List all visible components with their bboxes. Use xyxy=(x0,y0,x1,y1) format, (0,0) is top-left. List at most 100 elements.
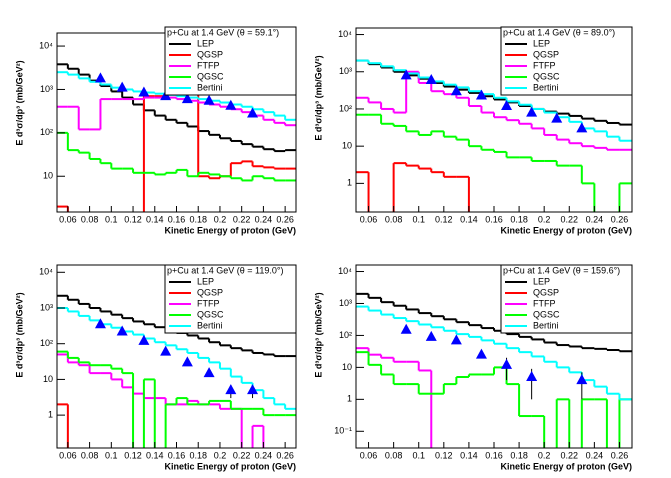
x-tick-label: 0.12 xyxy=(435,214,453,224)
data-point xyxy=(94,72,106,83)
data-point xyxy=(181,93,193,104)
legend-label: QGSC xyxy=(197,309,224,319)
x-tick-label: 0.16 xyxy=(485,450,503,460)
y-tick-label: 10² xyxy=(339,330,352,340)
y-tick-label: 10 xyxy=(342,362,352,372)
legend-label: QGSC xyxy=(533,71,560,81)
data-point xyxy=(425,330,437,341)
legend-box xyxy=(164,264,297,334)
legend-title: p+Cu at 1.4 GeV (θ = 159.6°) xyxy=(503,265,620,275)
legend-label: QGSP xyxy=(533,287,559,297)
data-point xyxy=(501,100,513,111)
x-tick-label: 0.12 xyxy=(124,214,142,224)
legend-title: p+Cu at 1.4 GeV (θ = 119.0°) xyxy=(167,265,284,275)
x-tick-label: 0.06 xyxy=(360,214,378,224)
data-point xyxy=(181,356,193,367)
legend-label: QGSP xyxy=(197,49,223,59)
y-tick-label: 1 xyxy=(347,178,352,188)
plot-area xyxy=(356,292,632,448)
legend: p+Cu at 1.4 GeV (θ = 59.1°)LEPQGSPFTFPQG… xyxy=(164,26,297,96)
x-tick-label: 0.08 xyxy=(81,450,99,460)
legend-label: Bertini xyxy=(197,82,223,92)
legend-label: Bertini xyxy=(533,82,559,92)
y-tick-label: 10³ xyxy=(40,84,53,94)
data-point xyxy=(116,81,128,92)
x-tick-label: 0.08 xyxy=(81,214,99,224)
data-point xyxy=(400,69,412,80)
x-tick-label: 0.22 xyxy=(233,450,251,460)
data-point xyxy=(203,367,215,378)
y-tick-label: 10 xyxy=(43,171,53,181)
x-tick-label: 0.16 xyxy=(168,450,186,460)
y-tick-label: 1 xyxy=(48,409,53,419)
data-point xyxy=(225,99,237,110)
x-tick-label: 0.06 xyxy=(59,214,77,224)
x-tick-label: 0.14 xyxy=(146,214,164,224)
y-tick-label: 10² xyxy=(40,338,53,348)
x-tick-label: 0.1 xyxy=(412,450,425,460)
x-tick-label: 0.26 xyxy=(276,450,294,460)
x-tick-label: 0.06 xyxy=(360,450,378,460)
y-tick-label: 10³ xyxy=(40,302,53,312)
x-tick-label: 0.2 xyxy=(538,214,551,224)
x-tick-label: 0.22 xyxy=(561,450,579,460)
legend-title: p+Cu at 1.4 GeV (θ = 59.1°) xyxy=(167,27,279,37)
x-axis-label: Kinetic Energy of proton (GeV) xyxy=(164,461,296,471)
x-tick-label: 0.18 xyxy=(189,450,207,460)
x-tick-label: 0.18 xyxy=(510,214,528,224)
data-point xyxy=(400,323,412,334)
legend-label: QGSC xyxy=(533,309,560,319)
legend-box xyxy=(164,26,297,96)
data-point xyxy=(116,325,128,336)
data-point xyxy=(247,107,259,118)
data-point xyxy=(203,94,215,105)
x-tick-label: 0.18 xyxy=(510,450,528,460)
data-point xyxy=(138,86,150,97)
data-point xyxy=(576,122,588,133)
data-point xyxy=(425,74,437,85)
y-tick-label: 10 xyxy=(43,374,53,384)
data-point xyxy=(475,348,487,359)
x-tick-label: 0.24 xyxy=(586,214,604,224)
legend-label: QGSP xyxy=(197,287,223,297)
legend: p+Cu at 1.4 GeV (θ = 159.6°)LEPQGSPFTFPQ… xyxy=(500,264,633,334)
legend-label: Bertini xyxy=(197,320,223,330)
panel: 0.06 0.08 0.1 0.12 0.14 0.16 0.18 0.2 0.22 0.24 0.… xyxy=(313,264,633,471)
data-point xyxy=(450,85,462,96)
x-tick-label: 0.1 xyxy=(412,214,425,224)
legend-label: FTFP xyxy=(533,60,556,70)
x-tick-label: 0.24 xyxy=(255,214,273,224)
x-tick-label: 0.26 xyxy=(276,214,294,224)
x-tick-label: 0.14 xyxy=(146,450,164,460)
x-tick-label: 0.1 xyxy=(105,450,118,460)
data-point xyxy=(450,334,462,345)
panel: 0.06 0.08 0.1 0.12 0.14 0.16 0.18 0.2 0.22 0.24 0.… xyxy=(313,26,633,235)
y-tick-label: 10⁴ xyxy=(338,266,352,276)
x-tick-label: 0.12 xyxy=(435,450,453,460)
panel: 0.06 0.08 0.1 0.12 0.14 0.16 0.18 0.2 0.22 0.24 0.… xyxy=(14,26,297,235)
legend-box xyxy=(500,26,633,96)
legend: p+Cu at 1.4 GeV (θ = 119.0°)LEPQGSPFTFPQ… xyxy=(164,264,297,334)
data-point xyxy=(526,106,538,117)
y-tick-label: 10⁴ xyxy=(39,267,53,277)
legend-label: LEP xyxy=(533,38,550,48)
x-axis-label: Kinetic Energy of proton (GeV) xyxy=(164,225,296,235)
y-axis-label: E d³σ/dp³ (mb/GeV²) xyxy=(313,292,323,377)
legend-label: LEP xyxy=(197,38,214,48)
data-point xyxy=(526,371,538,382)
data-point xyxy=(94,318,106,329)
data-point xyxy=(247,384,259,395)
legend-label: Bertini xyxy=(533,320,559,330)
y-tick-label: 10 xyxy=(342,141,352,151)
x-tick-label: 0.22 xyxy=(233,214,251,224)
x-tick-label: 0.1 xyxy=(105,214,118,224)
y-tick-label: 10³ xyxy=(339,66,352,76)
x-tick-label: 0.26 xyxy=(611,450,629,460)
legend-label: LEP xyxy=(533,276,550,286)
y-tick-label: 10⁻¹ xyxy=(334,426,352,436)
x-tick-label: 0.2 xyxy=(214,450,227,460)
panel: 0.06 0.08 0.1 0.12 0.14 0.16 0.18 0.2 0.22 0.24 0.… xyxy=(14,264,297,471)
plot-area xyxy=(356,59,632,212)
legend-label: QGSP xyxy=(533,49,559,59)
